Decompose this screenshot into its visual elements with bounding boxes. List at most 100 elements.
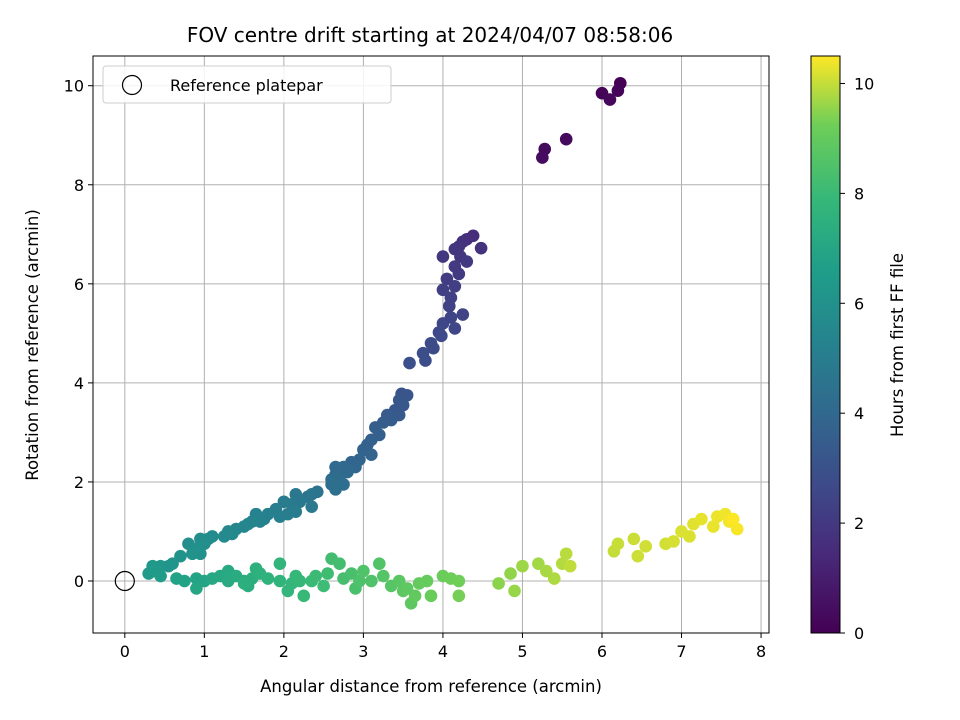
data-point (695, 512, 708, 526)
data-point (427, 341, 440, 355)
data-point (317, 579, 330, 593)
y-tick-label: 2 (74, 473, 84, 492)
data-point (452, 267, 466, 281)
data-point (373, 557, 386, 570)
data-point (448, 280, 462, 293)
data-point (563, 559, 577, 573)
y-tick-label: 10 (64, 77, 84, 96)
x-tick-label: 7 (676, 642, 686, 661)
data-point (261, 572, 275, 585)
x-tick-label: 4 (438, 642, 448, 661)
y-tick-label: 8 (74, 176, 84, 195)
data-point (436, 250, 450, 263)
data-point (452, 574, 466, 588)
legend-label-reference: Reference platepar (170, 76, 323, 95)
data-point (726, 512, 740, 526)
x-tick-label: 1 (199, 642, 209, 661)
reference-point-marker (114, 570, 135, 592)
data-point (376, 569, 390, 583)
x-tick-label: 8 (756, 642, 766, 661)
data-point (154, 569, 167, 583)
data-point (436, 283, 450, 297)
data-point (424, 589, 438, 603)
data-point (419, 354, 432, 367)
data-point (492, 577, 505, 590)
y-tick-label: 6 (74, 275, 84, 294)
data-point (504, 567, 517, 580)
x-axis-label: Angular distance from reference (arcmin) (260, 677, 602, 696)
data-point (440, 272, 454, 286)
colorbar-tick-label: 6 (854, 294, 864, 313)
data-point (178, 574, 191, 588)
data-point (353, 574, 366, 588)
data-point (730, 522, 744, 536)
data-point (611, 84, 625, 97)
x-tick-label: 6 (597, 642, 607, 661)
data-point (392, 574, 406, 588)
colorbar-tick-label: 10 (854, 74, 874, 93)
colorbar-label: Hours from first FF file (888, 253, 907, 437)
data-point (707, 520, 720, 533)
chart-title: FOV centre drift starting at 2024/04/07 … (187, 23, 673, 47)
data-point (357, 564, 370, 578)
data-point (333, 557, 346, 570)
data-points (114, 76, 744, 610)
data-point (321, 567, 334, 580)
data-point (667, 535, 680, 548)
data-point (408, 589, 422, 603)
colorbar-tick-label: 2 (854, 514, 864, 533)
legend-box (102, 65, 392, 104)
data-point (683, 530, 696, 543)
x-tick-label: 0 (120, 642, 130, 661)
data-point (297, 589, 311, 603)
data-point (627, 532, 641, 546)
x-tick-label: 3 (358, 642, 368, 661)
data-point (540, 564, 553, 578)
data-point (420, 574, 434, 588)
data-point (190, 582, 203, 595)
data-point (273, 574, 287, 588)
data-point (345, 567, 358, 580)
data-point (559, 132, 573, 146)
data-point (273, 510, 287, 523)
x-tick-label: 2 (279, 642, 289, 661)
data-point (631, 549, 645, 563)
data-point (217, 530, 231, 543)
data-point (474, 241, 488, 255)
data-point (508, 584, 521, 598)
data-point (400, 582, 414, 595)
grid (93, 56, 769, 633)
data-point (365, 448, 378, 461)
data-point (448, 322, 462, 335)
data-point (186, 547, 199, 561)
data-point (329, 483, 342, 496)
plot-frame (92, 55, 770, 634)
data-point (442, 299, 456, 313)
legend: Reference platepar (102, 65, 392, 104)
legend-marker-reference (121, 74, 143, 96)
data-point (536, 151, 549, 164)
data-point (435, 329, 448, 343)
data-point (516, 559, 529, 573)
data-point (365, 574, 378, 588)
x-axis-ticks: 0 1 2 3 4 5 6 7 8 (120, 633, 766, 661)
data-point (309, 569, 322, 583)
data-point (460, 255, 474, 268)
data-point (237, 577, 251, 590)
colorbar-gradient (810, 55, 841, 634)
y-tick-label: 4 (74, 374, 84, 393)
data-point (559, 547, 573, 561)
data-point (403, 356, 416, 370)
colorbar-tick-label: 4 (854, 404, 864, 423)
y-axis-label: Rotation from reference (arcmin) (23, 209, 42, 481)
data-point (277, 495, 291, 509)
colorbar-tick-label: 8 (854, 184, 864, 203)
data-point (456, 308, 470, 321)
data-point (547, 572, 561, 585)
colorbar-tick-label: 0 (854, 624, 864, 643)
colorbar-ticks: 0 2 4 6 8 10 (840, 74, 874, 643)
data-point (142, 567, 155, 580)
data-point (603, 93, 617, 106)
x-tick-label: 5 (517, 642, 527, 661)
data-point (341, 465, 354, 479)
